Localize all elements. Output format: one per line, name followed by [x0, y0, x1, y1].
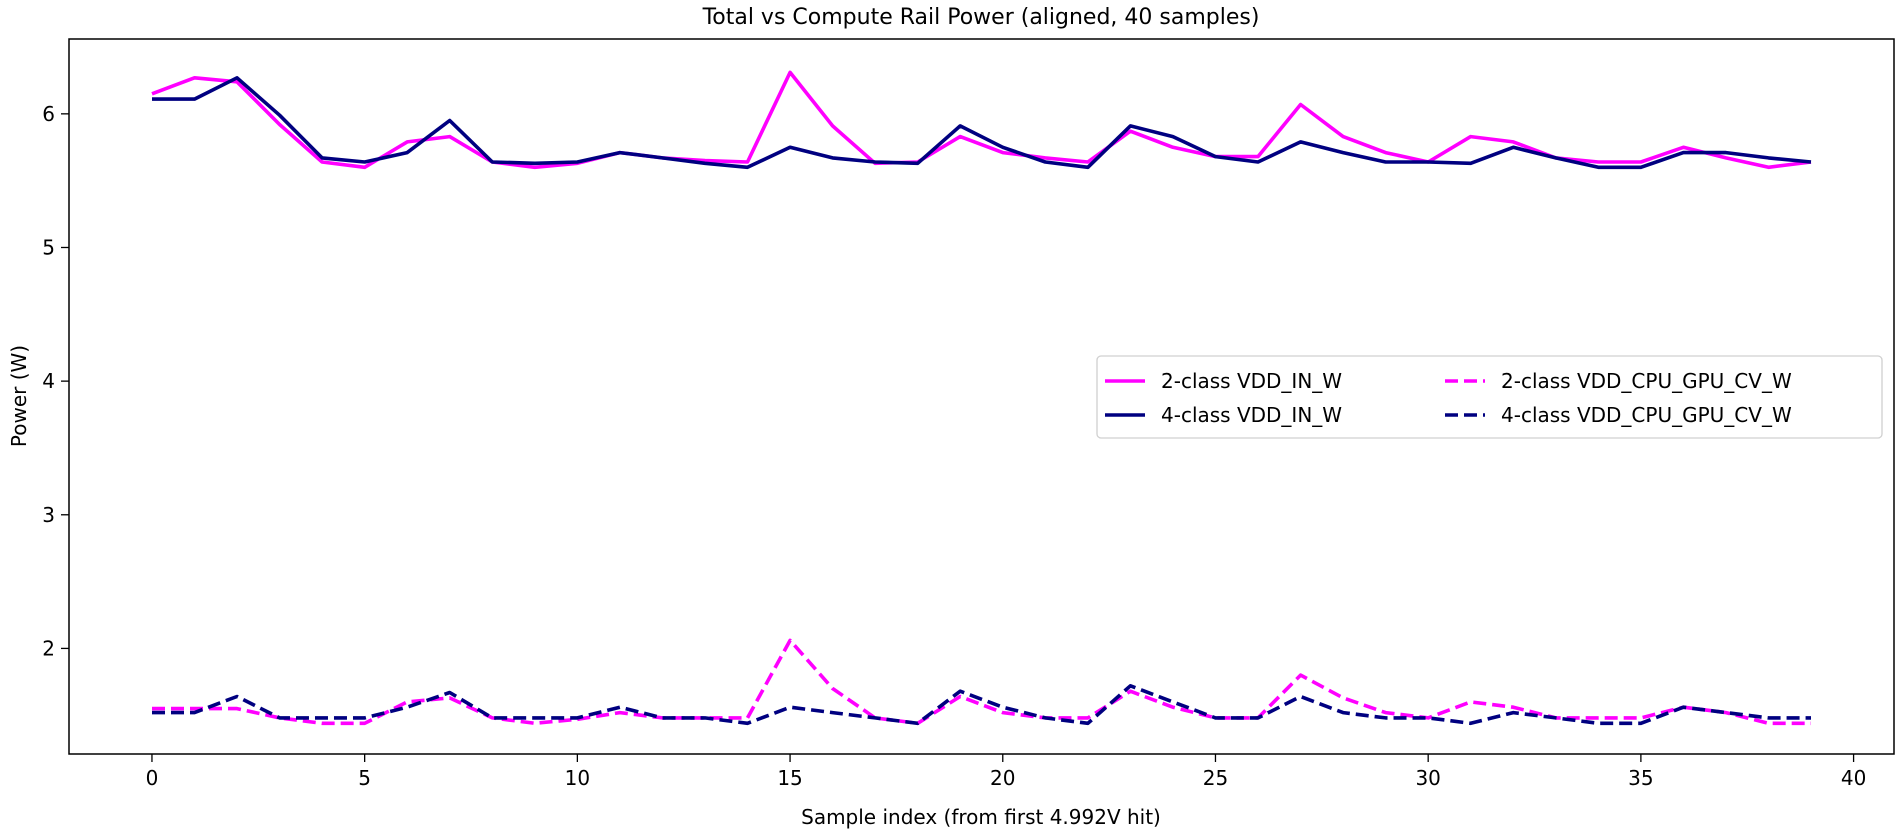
x-tick-label: 35: [1628, 766, 1653, 790]
series-line-4: [152, 683, 1811, 726]
legend-label: 2-class VDD_CPU_GPU_CV_W: [1501, 369, 1792, 393]
x-tick-label: 0: [146, 766, 159, 790]
x-tick-label: 25: [1203, 766, 1228, 790]
x-tick-label: 20: [990, 766, 1015, 790]
y-tick-label: 6: [42, 102, 55, 126]
x-tick-label: 5: [358, 766, 371, 790]
series-line-3: [152, 638, 1811, 726]
series-line-2: [152, 76, 1812, 170]
legend-box: [1096, 355, 1883, 439]
chart-title: Total vs Compute Rail Power (aligned, 40…: [702, 5, 1260, 30]
legend-label: 4-class VDD_CPU_GPU_CV_W: [1501, 403, 1792, 427]
y-tick-label: 3: [42, 503, 55, 527]
y-tick-label: 2: [42, 636, 55, 660]
series-line-1: [151, 70, 1812, 170]
x-axis: 0 5 10 15 20 25 30 35 40: [146, 754, 1866, 790]
y-tick-label: 4: [42, 369, 55, 393]
x-tick-label: 10: [565, 766, 590, 790]
plot-area: [151, 70, 1812, 726]
axes-frame: [68, 38, 1895, 755]
y-axis-label: Power (W): [7, 345, 31, 447]
x-tick-label: 15: [777, 766, 802, 790]
y-axis: 2 3 4 5 6: [42, 102, 69, 660]
x-tick-label: 30: [1415, 766, 1440, 790]
x-tick-label: 40: [1841, 766, 1866, 790]
legend-label: 2-class VDD_IN_W: [1161, 369, 1342, 393]
x-axis-label: Sample index (from first 4.992V hit): [801, 805, 1161, 829]
legend: 2-class VDD_IN_W 4-class VDD_IN_W 2-class …: [1096, 355, 1883, 439]
legend-label: 4-class VDD_IN_W: [1161, 403, 1342, 427]
y-tick-label: 5: [42, 235, 55, 259]
